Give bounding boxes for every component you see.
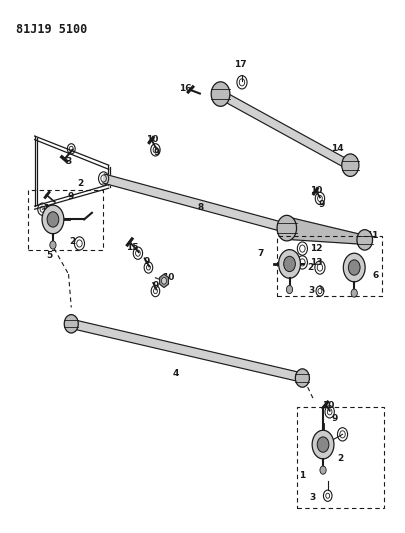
Text: 8: 8 (198, 203, 204, 212)
Text: 3: 3 (65, 157, 71, 166)
Text: 9: 9 (67, 192, 73, 201)
Text: 16: 16 (179, 84, 191, 93)
Circle shape (350, 289, 356, 297)
Circle shape (42, 205, 64, 234)
Text: 9: 9 (143, 257, 149, 266)
Circle shape (47, 212, 59, 227)
Circle shape (341, 154, 358, 176)
Text: 14: 14 (330, 144, 343, 154)
Text: 2: 2 (69, 237, 75, 246)
Polygon shape (70, 319, 301, 382)
Text: 10: 10 (309, 186, 322, 195)
Text: 2: 2 (77, 179, 83, 188)
Text: 10: 10 (146, 135, 158, 144)
Circle shape (283, 256, 295, 272)
Circle shape (347, 260, 359, 275)
Text: 17: 17 (233, 60, 246, 69)
Circle shape (161, 278, 166, 284)
Text: 9: 9 (318, 199, 324, 208)
Text: 7: 7 (257, 249, 263, 258)
Text: 12: 12 (309, 244, 322, 253)
Text: 13: 13 (309, 258, 322, 267)
Circle shape (295, 369, 309, 387)
Text: 10: 10 (161, 273, 174, 282)
Circle shape (211, 82, 229, 107)
Circle shape (311, 430, 333, 459)
Text: 2: 2 (336, 454, 343, 463)
Text: 3: 3 (307, 286, 314, 295)
Text: 6: 6 (371, 271, 377, 280)
Text: 10: 10 (321, 401, 333, 410)
Circle shape (64, 314, 78, 333)
Text: 81J19 5100: 81J19 5100 (16, 23, 87, 36)
Circle shape (343, 253, 364, 282)
Text: 9: 9 (152, 281, 158, 290)
Text: 9: 9 (153, 148, 159, 157)
Polygon shape (222, 92, 350, 169)
Text: 1: 1 (298, 471, 305, 480)
Bar (296, 407, 383, 508)
Polygon shape (285, 217, 364, 244)
Text: 4: 4 (172, 369, 179, 378)
Circle shape (50, 241, 56, 249)
Circle shape (276, 215, 296, 241)
Text: 9: 9 (331, 415, 337, 424)
Text: 11: 11 (365, 231, 378, 240)
Text: 5: 5 (47, 251, 53, 260)
Circle shape (356, 230, 372, 250)
Text: 15: 15 (126, 243, 138, 252)
Bar (276, 236, 381, 296)
Polygon shape (159, 274, 168, 287)
Circle shape (286, 286, 292, 294)
Text: 3: 3 (309, 493, 315, 502)
Text: 10: 10 (43, 204, 55, 213)
Polygon shape (102, 174, 287, 232)
Bar (28, 190, 103, 250)
Circle shape (316, 437, 328, 452)
Circle shape (319, 466, 325, 474)
Text: 2: 2 (306, 263, 313, 272)
Circle shape (278, 249, 300, 278)
